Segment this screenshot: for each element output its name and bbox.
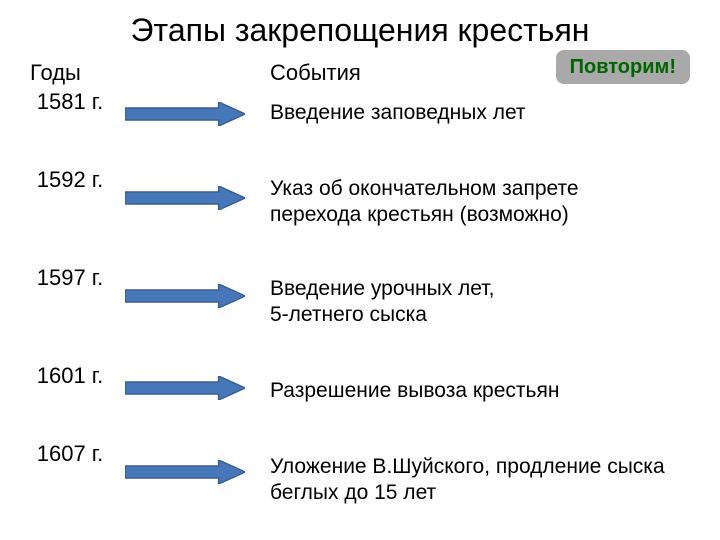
event-text: Введение урочных лет,5-летнего сыска xyxy=(270,276,690,329)
review-badge: Повторим! xyxy=(556,50,690,84)
event-text: Разрешение вывоза крестьян xyxy=(270,378,690,404)
year-label: 1592 г. xyxy=(30,168,110,192)
event-text: Введение заповедных лет xyxy=(270,100,690,126)
timeline-row: 1597 г. Введение урочных лет,5-летнего с… xyxy=(0,266,720,358)
year-label: 1597 г. xyxy=(30,266,110,290)
arrow-right-icon xyxy=(125,460,245,484)
event-text: Указ об окончательном запрете перехода к… xyxy=(270,176,690,229)
arrow-right-icon xyxy=(125,284,245,308)
year-label: 1581 г. xyxy=(30,90,110,114)
arrow-right-icon xyxy=(125,186,245,210)
timeline-row: 1601 г. Разрешение вывоза крестьян xyxy=(0,364,720,436)
events-column-header: События xyxy=(270,60,361,86)
page-title: Этапы закрепощения крестьян xyxy=(0,0,720,49)
timeline-row: 1592 г. Указ об окончательном запрете пе… xyxy=(0,168,720,260)
rows-container: 1581 г. Введение заповедных лет1592 г. У… xyxy=(0,90,720,540)
event-text: Уложение В.Шуйского, продление сыска бег… xyxy=(270,454,690,507)
timeline-row: 1607 г. Уложение В.Шуйского, продление с… xyxy=(0,442,720,534)
year-label: 1607 г. xyxy=(30,442,110,466)
arrow-right-icon xyxy=(125,102,245,126)
years-column-header: Годы xyxy=(30,60,81,86)
arrow-right-icon xyxy=(125,376,245,400)
timeline-row: 1581 г. Введение заповедных лет xyxy=(0,90,720,162)
year-label: 1601 г. xyxy=(30,364,110,388)
